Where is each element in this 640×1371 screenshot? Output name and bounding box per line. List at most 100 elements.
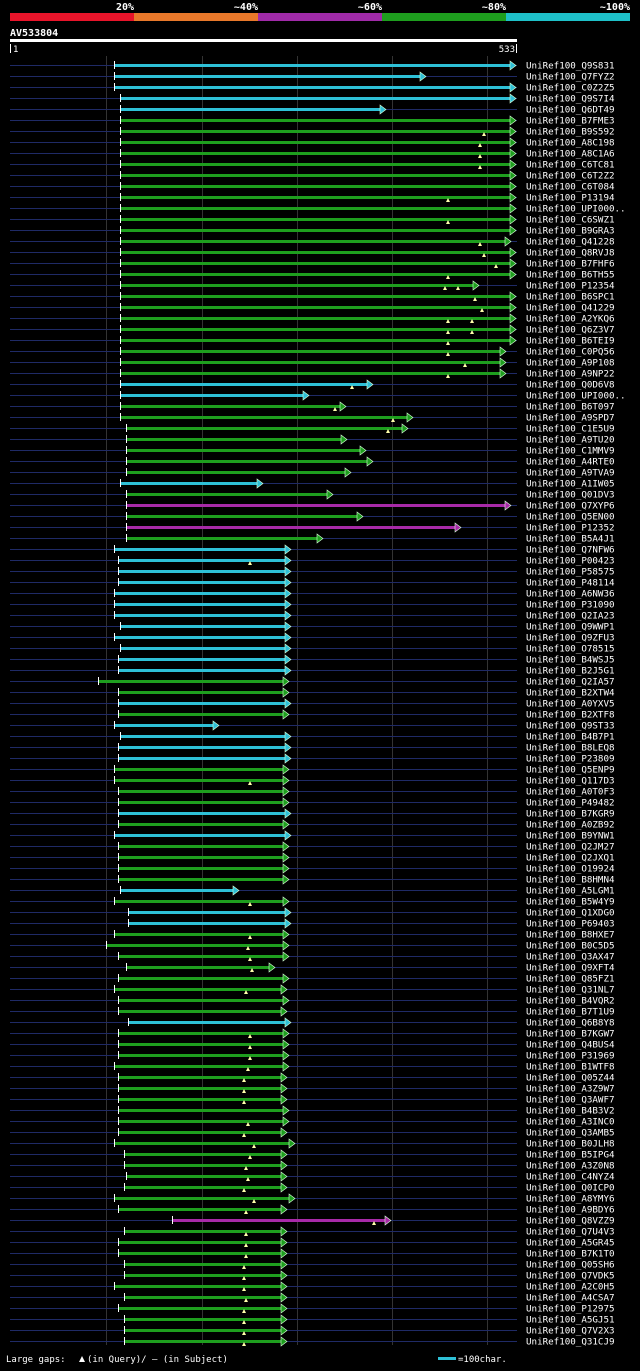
hit-row[interactable]: UniRef100_B0C5D5 — [10, 940, 615, 952]
hit-row[interactable]: UniRef100_Q41228 — [10, 236, 615, 248]
hit-label[interactable]: UniRef100_B4B3V2 — [526, 1106, 615, 1117]
hit-row[interactable]: UniRef100_P58575 — [10, 566, 615, 578]
hit-label[interactable]: UniRef100_O19924 — [526, 864, 615, 875]
hit-row[interactable]: UniRef100_A9TVA9 — [10, 467, 615, 479]
hit-row[interactable]: UniRef100_Q85FZ1 — [10, 973, 615, 985]
hit-row[interactable]: UniRef100_A8C198 — [10, 137, 615, 149]
hit-label[interactable]: UniRef100_P31969 — [526, 1051, 615, 1062]
hit-row[interactable]: UniRef100_Q3AX47 — [10, 951, 615, 963]
hit-label[interactable]: UniRef100_A6NW36 — [526, 589, 615, 600]
hit-label[interactable]: UniRef100_Q05SH6 — [526, 1260, 615, 1271]
hit-label[interactable]: UniRef100_B6TEI9 — [526, 336, 615, 347]
hit-label[interactable]: UniRef100_A4RTE0 — [526, 457, 615, 468]
hit-row[interactable]: UniRef100_A2YKQ6 — [10, 313, 615, 325]
hit-row[interactable]: UniRef100_P69403 — [10, 918, 615, 930]
hit-row[interactable]: UniRef100_C6T2Z2 — [10, 170, 615, 182]
hit-label[interactable]: UniRef100_A9P108 — [526, 358, 615, 369]
hit-label[interactable]: UniRef100_B9GRA3 — [526, 226, 615, 237]
hit-row[interactable]: UniRef100_Q2JM27 — [10, 841, 615, 853]
hit-row[interactable]: UniRef100_A3Z9W7 — [10, 1083, 615, 1095]
hit-row[interactable]: UniRef100_Q9S7I4 — [10, 93, 615, 105]
hit-label[interactable]: UniRef100_B9YNW1 — [526, 831, 615, 842]
hit-label[interactable]: UniRef100_Q8VZZ9 — [526, 1216, 615, 1227]
hit-row[interactable]: UniRef100_Q2JXQ1 — [10, 852, 615, 864]
hit-label[interactable]: UniRef100_A9TU20 — [526, 435, 615, 446]
hit-label[interactable]: UniRef100_B7T1U9 — [526, 1007, 615, 1018]
hit-label[interactable]: UniRef100_A9TVA9 — [526, 468, 615, 479]
hit-row[interactable]: UniRef100_Q7NFW6 — [10, 544, 615, 556]
hit-row[interactable]: UniRef100_A8C1A6 — [10, 148, 615, 160]
hit-row[interactable]: UniRef100_Q9ZFU3 — [10, 632, 615, 644]
hit-label[interactable]: UniRef100_Q4BUS4 — [526, 1040, 615, 1051]
hit-row[interactable]: UniRef100_Q6DT49 — [10, 104, 615, 116]
hit-label[interactable]: UniRef100_C0Z2Z5 — [526, 83, 615, 94]
hit-label[interactable]: UniRef100_A0YXV5 — [526, 699, 615, 710]
hit-label[interactable]: UniRef100_B6TH55 — [526, 270, 615, 281]
hit-label[interactable]: UniRef100_Q05Z44 — [526, 1073, 615, 1084]
hit-label[interactable]: UniRef100_P48114 — [526, 578, 615, 589]
hit-row[interactable]: UniRef100_Q6Z3V7 — [10, 324, 615, 336]
hit-label[interactable]: UniRef100_P12354 — [526, 281, 615, 292]
hit-row[interactable]: UniRef100_A0T0F3 — [10, 786, 615, 798]
hit-row[interactable]: UniRef100_B9GRA3 — [10, 225, 615, 237]
hit-row[interactable]: UniRef100_Q0D6V8 — [10, 379, 615, 391]
hit-label[interactable]: UniRef100_Q2IA23 — [526, 611, 615, 622]
hit-row[interactable]: UniRef100_B2XTW4 — [10, 687, 615, 699]
hit-label[interactable]: UniRef100_A2C0H5 — [526, 1282, 615, 1293]
hit-row[interactable]: UniRef100_B8HMN4 — [10, 874, 615, 886]
hit-label[interactable]: UniRef100_A3INC0 — [526, 1117, 615, 1128]
hit-row[interactable]: UniRef100_B6TH55 — [10, 269, 615, 281]
hit-label[interactable]: UniRef100_Q6DT49 — [526, 105, 615, 116]
hit-label[interactable]: UniRef100_B4VQR2 — [526, 996, 615, 1007]
hit-label[interactable]: UniRef100_P12975 — [526, 1304, 615, 1315]
hit-row[interactable]: UniRef100_P23809 — [10, 753, 615, 765]
hit-label[interactable]: UniRef100_Q5ENP9 — [526, 765, 615, 776]
hit-row[interactable]: UniRef100_A5GR45 — [10, 1237, 615, 1249]
hit-row[interactable]: UniRef100_B5A4J1 — [10, 533, 615, 545]
hit-label[interactable]: UniRef100_Q41228 — [526, 237, 615, 248]
hit-label[interactable]: UniRef100_Q41229 — [526, 303, 615, 314]
hit-label[interactable]: UniRef100_A9SPD7 — [526, 413, 615, 424]
hit-row[interactable]: UniRef100_A5GJ51 — [10, 1314, 615, 1326]
hit-row[interactable]: UniRef100_A9P108 — [10, 357, 615, 369]
hit-row[interactable]: UniRef100_B7T1U9 — [10, 1006, 615, 1018]
hit-label[interactable]: UniRef100_B4B7P1 — [526, 732, 615, 743]
hit-label[interactable]: UniRef100_Q3AX47 — [526, 952, 615, 963]
hit-row[interactable]: UniRef100_P12354 — [10, 280, 615, 292]
hit-row[interactable]: UniRef100_P13194 — [10, 192, 615, 204]
hit-row[interactable]: UniRef100_B4WSJ5 — [10, 654, 615, 666]
hit-label[interactable]: UniRef100_A0T0F3 — [526, 787, 615, 798]
hit-label[interactable]: UniRef100_A2YKQ6 — [526, 314, 615, 325]
hit-row[interactable]: UniRef100_Q2IA23 — [10, 610, 615, 622]
hit-row[interactable]: UniRef100_Q31CJ9 — [10, 1336, 615, 1348]
hit-label[interactable]: UniRef100_Q6Z3V7 — [526, 325, 615, 336]
hit-row[interactable]: UniRef100_Q7XYP6 — [10, 500, 615, 512]
hit-row[interactable]: UniRef100_B6T097 — [10, 401, 615, 413]
hit-row[interactable]: UniRef100_Q7U4V3 — [10, 1226, 615, 1238]
hit-label[interactable]: UniRef100_Q9ST33 — [526, 721, 615, 732]
hit-row[interactable]: UniRef100_A2C0H5 — [10, 1281, 615, 1293]
hit-row[interactable]: UniRef100_C6TC81 — [10, 159, 615, 171]
hit-label[interactable]: UniRef100_B9S592 — [526, 127, 615, 138]
hit-row[interactable]: UniRef100_C1MMV9 — [10, 445, 615, 457]
hit-row[interactable]: UniRef100_A9BDY6 — [10, 1204, 615, 1216]
hit-label[interactable]: UniRef100_Q8RVJ8 — [526, 248, 615, 259]
hit-label[interactable]: UniRef100_A5LGM1 — [526, 886, 615, 897]
hit-label[interactable]: UniRef100_Q2JM27 — [526, 842, 615, 853]
hit-label[interactable]: UniRef100_C6SWZ1 — [526, 215, 615, 226]
hit-row[interactable]: UniRef100_C0Z2Z5 — [10, 82, 615, 94]
hit-row[interactable]: UniRef100_O19924 — [10, 863, 615, 875]
hit-row[interactable]: UniRef100_B7K1T0 — [10, 1248, 615, 1260]
hit-label[interactable]: UniRef100_Q9XFT4 — [526, 963, 615, 974]
hit-label[interactable]: UniRef100_A8C1A6 — [526, 149, 615, 160]
hit-row[interactable]: UniRef100_B7FME3 — [10, 115, 615, 127]
hit-label[interactable]: UniRef100_B7KGR9 — [526, 809, 615, 820]
hit-label[interactable]: UniRef100_B8HMN4 — [526, 875, 615, 886]
hit-label[interactable]: UniRef100_A3Z9W7 — [526, 1084, 615, 1095]
hit-row[interactable]: UniRef100_Q6B8Y8 — [10, 1017, 615, 1029]
hit-label[interactable]: UniRef100_A8YMY6 — [526, 1194, 615, 1205]
hit-label[interactable]: UniRef100_UPI000.. — [526, 391, 626, 402]
hit-row[interactable]: UniRef100_A4CSA7 — [10, 1292, 615, 1304]
hit-label[interactable]: UniRef100_Q31CJ9 — [526, 1337, 615, 1348]
hit-row[interactable]: UniRef100_B9S592 — [10, 126, 615, 138]
